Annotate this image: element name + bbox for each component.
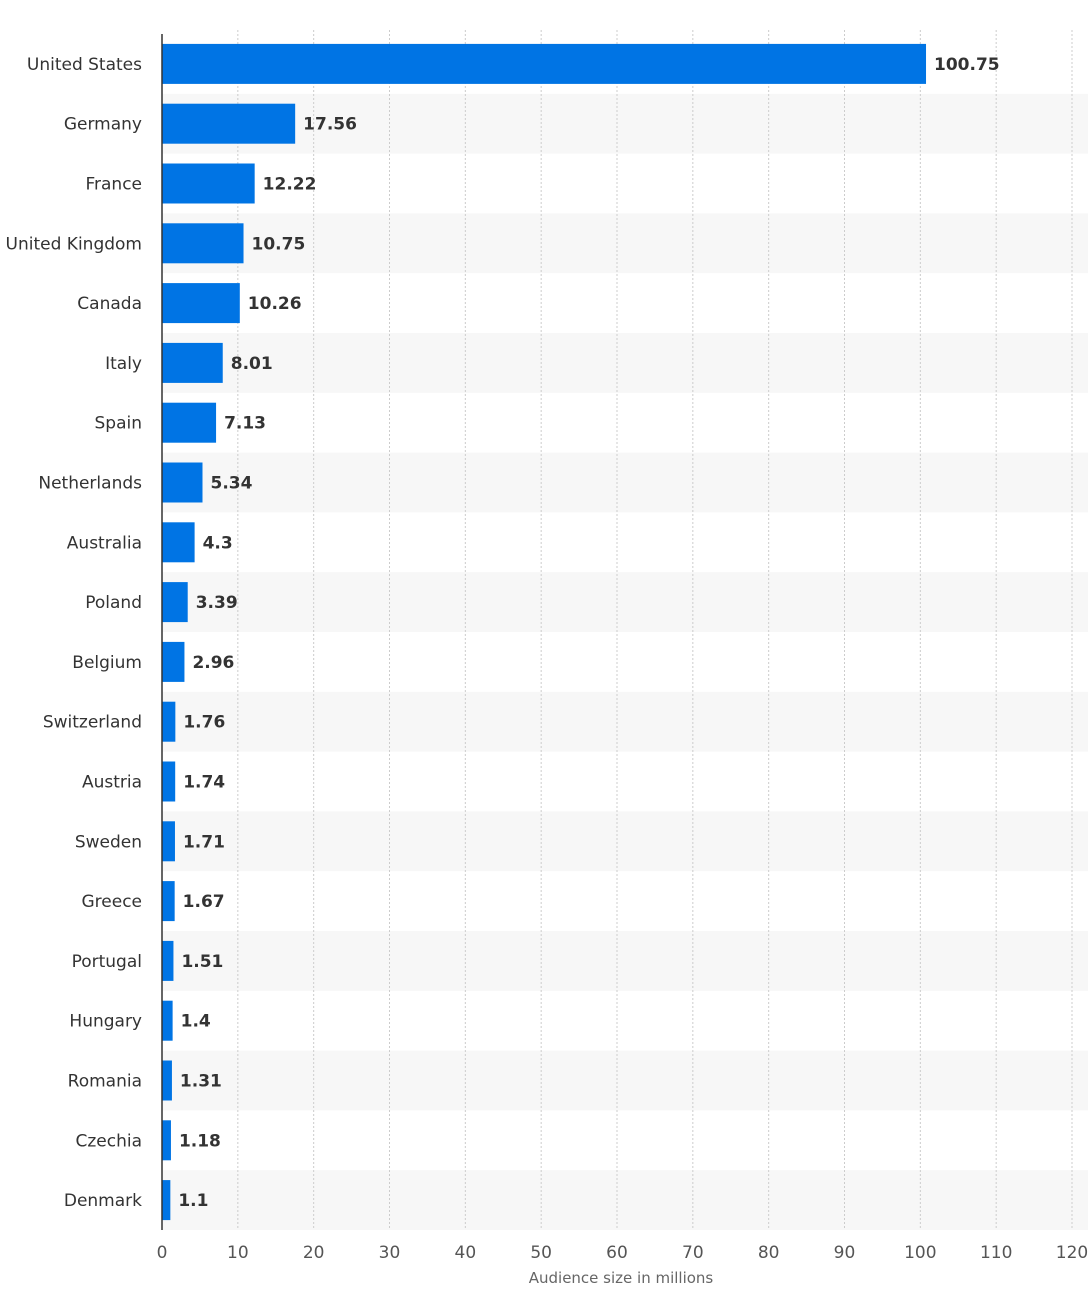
value-label: 10.26 bbox=[248, 294, 302, 314]
value-label: 2.96 bbox=[192, 653, 234, 673]
category-label: Australia bbox=[67, 533, 142, 553]
row-band bbox=[162, 333, 1088, 393]
value-label: 5.34 bbox=[210, 474, 252, 494]
bar bbox=[162, 1180, 171, 1221]
value-label: 17.56 bbox=[303, 115, 357, 135]
row-band bbox=[162, 691, 1088, 752]
category-label: Hungary bbox=[69, 1012, 142, 1032]
row-band bbox=[162, 213, 1088, 274]
x-tick-label: 80 bbox=[758, 1243, 780, 1263]
category-label: Poland bbox=[85, 593, 142, 613]
bar bbox=[162, 163, 255, 204]
x-tick-label: 90 bbox=[834, 1243, 856, 1263]
value-label: 1.74 bbox=[183, 773, 225, 793]
bar bbox=[162, 881, 175, 922]
value-label: 3.39 bbox=[196, 593, 238, 613]
value-label: 1.1 bbox=[178, 1191, 208, 1211]
category-label: Romania bbox=[68, 1072, 142, 1092]
x-tick-label: 20 bbox=[303, 1243, 325, 1263]
row-band bbox=[162, 931, 1088, 991]
category-label: Denmark bbox=[64, 1191, 142, 1211]
bar bbox=[162, 1120, 171, 1161]
x-tick-label: 100 bbox=[904, 1243, 936, 1263]
category-label: Germany bbox=[64, 115, 142, 135]
category-label: Greece bbox=[81, 892, 142, 912]
x-tick-label: 30 bbox=[379, 1243, 401, 1263]
bar bbox=[162, 522, 195, 563]
value-label: 1.67 bbox=[183, 892, 225, 912]
x-axis-title: Audience size in millions bbox=[529, 1269, 714, 1287]
value-label: 1.76 bbox=[183, 713, 225, 733]
x-tick-label: 120 bbox=[1056, 1243, 1088, 1263]
row-band bbox=[162, 93, 1088, 154]
bar bbox=[162, 761, 176, 802]
value-label: 4.3 bbox=[203, 533, 233, 553]
bar bbox=[162, 940, 174, 981]
row-band bbox=[162, 1170, 1088, 1230]
value-label: 1.71 bbox=[183, 832, 225, 852]
bar bbox=[162, 821, 175, 862]
value-labels: 100.75 17.56 12.22 10.75 10.26 8.01 7.13 5.34 4.… bbox=[178, 55, 999, 1211]
bar bbox=[162, 462, 203, 503]
bar bbox=[162, 43, 927, 84]
x-tick-label: 70 bbox=[682, 1243, 704, 1263]
row-band bbox=[162, 1050, 1088, 1111]
bar bbox=[162, 342, 223, 383]
x-tick-label: 40 bbox=[455, 1243, 477, 1263]
category-label: Sweden bbox=[75, 832, 142, 852]
category-label: United Kingdom bbox=[6, 234, 142, 254]
bar bbox=[162, 582, 188, 623]
bar bbox=[162, 1060, 172, 1101]
category-label: Belgium bbox=[72, 653, 142, 673]
value-label: 100.75 bbox=[934, 55, 1000, 75]
category-label: Portugal bbox=[72, 952, 142, 972]
row-bands bbox=[162, 93, 1088, 1230]
value-label: 7.13 bbox=[224, 414, 266, 434]
category-label: Austria bbox=[82, 773, 142, 793]
row-band bbox=[162, 572, 1088, 632]
row-band bbox=[162, 811, 1088, 872]
category-label: Switzerland bbox=[43, 713, 142, 733]
x-tick-label: 10 bbox=[227, 1243, 249, 1263]
x-tick-label: 60 bbox=[606, 1243, 628, 1263]
bars-group bbox=[162, 43, 927, 1221]
value-label: 1.31 bbox=[180, 1072, 222, 1092]
x-axis-ticks: 0 10 20 30 40 50 60 70 80 90 100 110 120 bbox=[157, 1243, 1088, 1263]
value-label: 10.75 bbox=[252, 234, 306, 254]
row-band bbox=[162, 452, 1088, 513]
bar bbox=[162, 283, 240, 324]
x-tick-label: 0 bbox=[157, 1243, 168, 1263]
bar bbox=[162, 223, 244, 264]
category-label: Spain bbox=[95, 414, 143, 434]
category-label: France bbox=[85, 175, 142, 195]
value-label: 1.18 bbox=[179, 1131, 221, 1151]
bar bbox=[162, 641, 185, 682]
category-label: United States bbox=[27, 55, 142, 75]
category-label: Canada bbox=[77, 294, 142, 314]
value-label: 1.4 bbox=[181, 1012, 211, 1032]
x-tick-label: 50 bbox=[530, 1243, 552, 1263]
bar bbox=[162, 1000, 173, 1041]
category-label: Italy bbox=[105, 354, 142, 374]
value-label: 8.01 bbox=[231, 354, 273, 374]
bar bbox=[162, 701, 176, 742]
category-labels: United States Germany France United Kingdom… bbox=[6, 55, 143, 1211]
category-label: Czechia bbox=[75, 1131, 142, 1151]
bar bbox=[162, 402, 217, 443]
value-label: 1.51 bbox=[181, 952, 223, 972]
bar bbox=[162, 103, 296, 144]
value-label: 12.22 bbox=[263, 175, 317, 195]
gridlines bbox=[237, 30, 1073, 1230]
x-tick-label: 110 bbox=[980, 1243, 1012, 1263]
category-label: Netherlands bbox=[38, 474, 142, 494]
